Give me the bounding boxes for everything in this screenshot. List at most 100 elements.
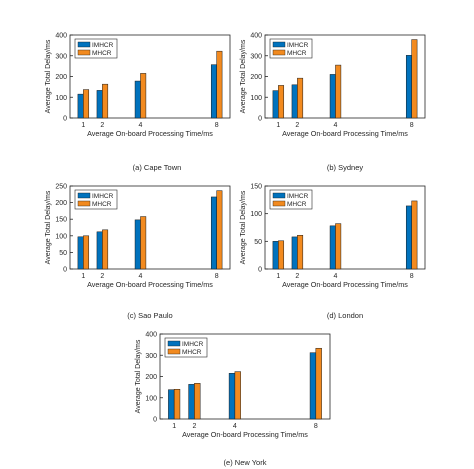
legend-swatch-mhcr xyxy=(272,200,286,207)
y-tick-label: 400 xyxy=(145,332,157,339)
bar-imhcr-2 xyxy=(96,231,103,270)
x-axis-label: Average On-board Processing Time/ms xyxy=(282,129,408,138)
panel-caption: (c) Sao Paulo xyxy=(127,311,172,320)
bar-mhcr-1 xyxy=(173,389,181,420)
legend-label-imhcr: IMHCR xyxy=(182,341,204,348)
panel-caption: (e) New York xyxy=(224,458,267,467)
bar-imhcr-1 xyxy=(77,93,84,119)
x-tick-label: 8 xyxy=(410,122,414,129)
x-tick-label: 2 xyxy=(100,273,104,280)
x-tick-label: 8 xyxy=(215,122,219,129)
legend-label-mhcr: MHCR xyxy=(287,201,307,208)
y-tick-label: 0 xyxy=(63,267,67,274)
x-tick-label: 1 xyxy=(81,273,85,280)
y-tick-label: 200 xyxy=(250,74,262,81)
x-tick-label: 2 xyxy=(192,423,196,430)
legend-label-mhcr: MHCR xyxy=(92,50,112,57)
legend-swatch-imhcr xyxy=(272,192,286,199)
bar-mhcr-8 xyxy=(216,190,223,270)
x-tick-label: 4 xyxy=(334,273,338,280)
x-tick-label: 1 xyxy=(276,273,280,280)
x-tick-label: 4 xyxy=(139,273,143,280)
bar-mhcr-8 xyxy=(216,50,223,119)
y-tick-label: 300 xyxy=(145,353,157,360)
x-tick-label: 1 xyxy=(276,122,280,129)
legend-label-mhcr: MHCR xyxy=(92,201,112,208)
x-tick-label: 1 xyxy=(81,122,85,129)
x-tick-label: 4 xyxy=(233,423,237,430)
y-axis-label: Average Total Delay/ms xyxy=(240,190,247,264)
legend-swatch-mhcr xyxy=(272,49,286,56)
y-tick-label: 300 xyxy=(55,53,67,60)
legend-swatch-mhcr xyxy=(77,49,91,56)
bar-imhcr-8 xyxy=(405,55,412,119)
y-tick-label: 50 xyxy=(59,250,67,257)
legend-label-imhcr: IMHCR xyxy=(92,42,114,49)
chart-panel-5: 0 100 200 300 400 1 2 4 8 Average On-board Proces… xyxy=(135,332,331,467)
y-tick-label: 100 xyxy=(55,233,67,240)
legend-swatch-imhcr xyxy=(272,41,286,48)
legend-swatch-imhcr xyxy=(77,192,91,199)
legend-swatch-mhcr xyxy=(167,348,181,355)
y-tick-label: 150 xyxy=(250,184,262,191)
x-axis-label: Average On-board Processing Time/ms xyxy=(182,430,308,439)
bar-mhcr-4 xyxy=(140,216,147,270)
bar-mhcr-1 xyxy=(83,235,90,270)
y-tick-label: 400 xyxy=(250,33,262,40)
bar-imhcr-2 xyxy=(291,236,298,270)
legend-swatch-imhcr xyxy=(167,340,181,347)
bar-mhcr-4 xyxy=(335,64,342,119)
bar-imhcr-4 xyxy=(329,225,336,270)
legend-label-imhcr: IMHCR xyxy=(287,193,309,200)
bar-mhcr-4 xyxy=(140,73,147,119)
bar-mhcr-1 xyxy=(278,240,285,270)
y-tick-label: 200 xyxy=(145,374,157,381)
bar-imhcr-1 xyxy=(168,389,175,420)
x-tick-label: 2 xyxy=(295,273,299,280)
y-tick-label: 250 xyxy=(55,184,67,191)
bar-mhcr-8 xyxy=(411,39,418,119)
bar-imhcr-1 xyxy=(77,236,84,270)
legend-label-mhcr: MHCR xyxy=(182,349,202,356)
y-axis-label: Average Total Delay/ms xyxy=(240,39,247,113)
legend-swatch-mhcr xyxy=(77,200,91,207)
y-tick-label: 0 xyxy=(258,267,262,274)
y-tick-label: 0 xyxy=(153,417,157,424)
bar-imhcr-2 xyxy=(96,90,103,119)
bar-imhcr-2 xyxy=(291,84,298,119)
y-tick-label: 150 xyxy=(55,217,67,224)
x-tick-label: 8 xyxy=(215,273,219,280)
x-axis-label: Average On-board Processing Time/ms xyxy=(87,280,213,289)
bar-mhcr-2 xyxy=(194,383,201,420)
bar-mhcr-4 xyxy=(335,223,342,270)
y-tick-label: 100 xyxy=(55,95,67,102)
y-tick-label: 300 xyxy=(250,53,262,60)
y-tick-label: 200 xyxy=(55,200,67,207)
y-tick-label: 400 xyxy=(55,33,67,40)
bar-imhcr-4 xyxy=(228,373,236,420)
panel-caption: (a) Cape Town xyxy=(133,163,182,172)
bar-imhcr-4 xyxy=(329,74,336,119)
y-tick-label: 50 xyxy=(254,239,262,246)
x-axis-label: Average On-board Processing Time/ms xyxy=(282,280,408,289)
bar-mhcr-8 xyxy=(315,347,322,420)
bar-imhcr-8 xyxy=(309,352,317,420)
x-tick-label: 2 xyxy=(100,122,104,129)
panel-caption: (d) London xyxy=(327,311,363,320)
bar-imhcr-1 xyxy=(272,241,279,270)
bar-mhcr-8 xyxy=(411,200,418,270)
plot-frame xyxy=(69,185,231,270)
x-tick-label: 4 xyxy=(139,122,143,129)
bar-imhcr-8 xyxy=(210,196,217,270)
x-tick-label: 2 xyxy=(295,122,299,129)
bar-mhcr-2 xyxy=(102,229,109,270)
x-tick-label: 1 xyxy=(172,423,176,430)
x-axis-label: Average On-board Processing Time/ms xyxy=(87,129,213,138)
bar-imhcr-2 xyxy=(188,384,195,420)
